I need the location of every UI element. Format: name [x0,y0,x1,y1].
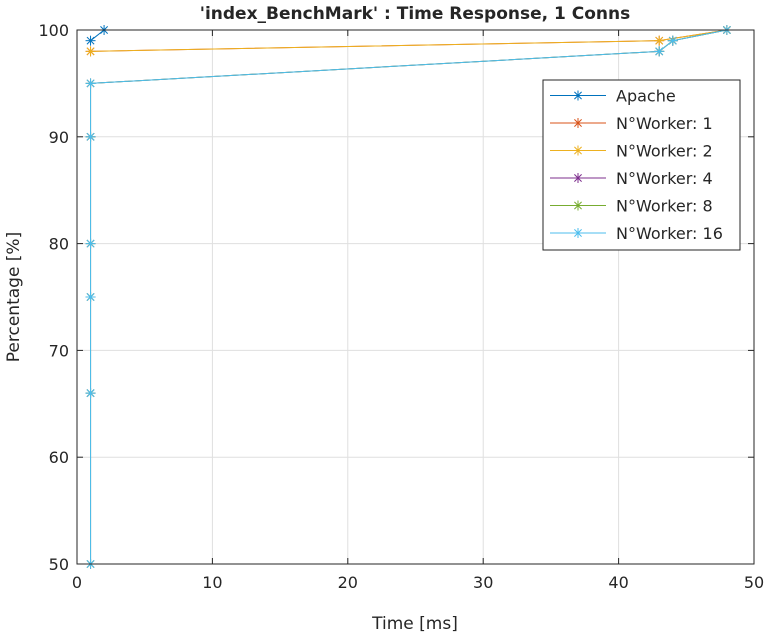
legend-marker [573,173,583,183]
x-tick-label: 0 [72,573,82,592]
y-tick-label: 90 [49,128,69,147]
x-tick-label: 30 [473,573,493,592]
x-tick-label: 20 [338,573,358,592]
legend-label: N°Worker: 16 [616,224,723,243]
legend: Apache N°Worker: 1 N°Worker: 2 N°Worker: 4 N… [543,80,740,250]
y-tick-label: 100 [38,21,69,40]
data-point [86,388,96,398]
legend-marker [573,228,583,238]
legend-label: Apache [616,87,676,106]
data-point [86,132,96,142]
y-tick-label: 50 [49,555,69,574]
data-point [86,36,96,46]
legend-marker [573,201,583,211]
data-point [86,78,96,88]
legend-label: N°Worker: 1 [616,114,713,133]
y-tick-label: 70 [49,341,69,360]
legend-label: N°Worker: 4 [616,169,713,188]
data-point [668,36,678,46]
x-tick-label: 10 [202,573,222,592]
chart-title: 'index_BenchMark' : Time Response, 1 Con… [200,4,631,24]
data-point [86,292,96,302]
legend-marker [573,91,583,101]
x-tick-label: 50 [744,573,764,592]
x-tick-label: 40 [608,573,628,592]
legend-label: N°Worker: 8 [616,197,713,216]
x-axis-label: Time [ms] [371,614,458,634]
y-tick-label: 80 [49,235,69,254]
data-point [654,36,664,46]
legend-marker [573,118,583,128]
legend-marker [573,146,583,156]
data-point [654,46,664,56]
data-point [86,239,96,249]
y-axis-label: Percentage [%] [4,232,24,362]
data-point [86,46,96,56]
legend-label: N°Worker: 2 [616,142,713,161]
y-tick-label: 60 [49,448,69,467]
